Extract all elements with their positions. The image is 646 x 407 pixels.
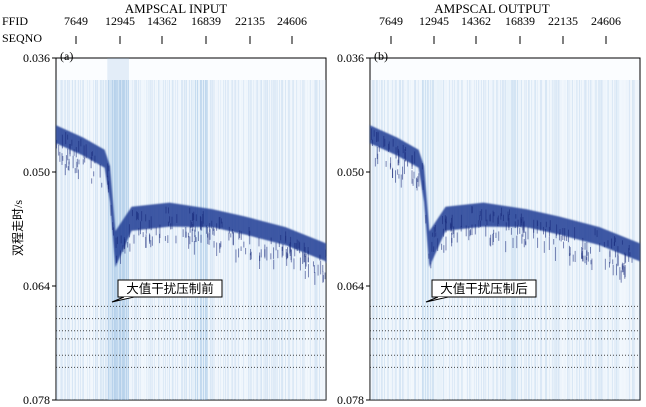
- ffid-tick-label: 22135: [548, 14, 578, 28]
- ffid-tick-label: 24606: [277, 14, 307, 28]
- ffid-tick-label: 24606: [591, 14, 621, 28]
- ffid-tick-label: 14362: [147, 14, 177, 28]
- y-tick-label: 0.064: [337, 279, 364, 293]
- y-tick-label: 0.078: [23, 393, 50, 407]
- ffid-tick-label: 12945: [419, 14, 449, 28]
- panel-input: AMPSCAL INPUT 7649 12945 14362 16839 22135 246…: [23, 1, 327, 407]
- ffid-tick-label: 7649: [379, 14, 403, 28]
- annotation-box: [117, 279, 223, 298]
- ffid-tick-label: 16839: [191, 14, 221, 28]
- panel-letter: (a): [60, 49, 73, 63]
- ffid-tick-label: 22135: [235, 14, 265, 28]
- panel-letter: (b): [374, 49, 388, 63]
- annotation-pointer: [111, 296, 135, 303]
- y-tick-label: 0.036: [23, 51, 50, 65]
- annotation-text: 大值干扰压制前: [126, 281, 214, 296]
- y-tick-label: 0.036: [337, 51, 364, 65]
- panel-title: AMPSCAL OUTPUT: [434, 1, 550, 16]
- header-labels: FFID SEQNO: [2, 14, 42, 45]
- reflector-streaks: [56, 132, 327, 285]
- y-axis-label: 双程走时/s: [10, 200, 25, 256]
- seqno-label: SEQNO: [2, 31, 42, 45]
- y-axis-title: 双程走时/s: [10, 200, 25, 256]
- annotation-pointer: [425, 296, 449, 303]
- dotted-lines: [56, 305, 326, 368]
- ffid-tick-label: 14362: [461, 14, 491, 28]
- y-tick-label: 0.050: [337, 165, 364, 179]
- annotation-box: [431, 279, 537, 298]
- ffid-tick-label: 7649: [64, 14, 88, 28]
- dotted-lines: [370, 305, 640, 368]
- panel-output: AMPSCAL OUTPUT 7649 12945 14362 16839 22135 24…: [337, 1, 641, 407]
- ffid-tick-label: 12945: [105, 14, 135, 28]
- y-tick-label: 0.078: [337, 393, 364, 407]
- y-tick-label: 0.050: [23, 165, 50, 179]
- seafloor-reflector: [56, 125, 326, 268]
- ffid-label: FFID: [2, 14, 28, 28]
- reflector-streaks: [370, 128, 633, 283]
- seafloor-reflector: [370, 125, 640, 268]
- panel-title: AMPSCAL INPUT: [125, 1, 228, 16]
- y-tick-label: 0.064: [23, 279, 50, 293]
- ffid-tick-label: 16839: [505, 14, 535, 28]
- annotation-text: 大值干扰压制后: [440, 281, 528, 296]
